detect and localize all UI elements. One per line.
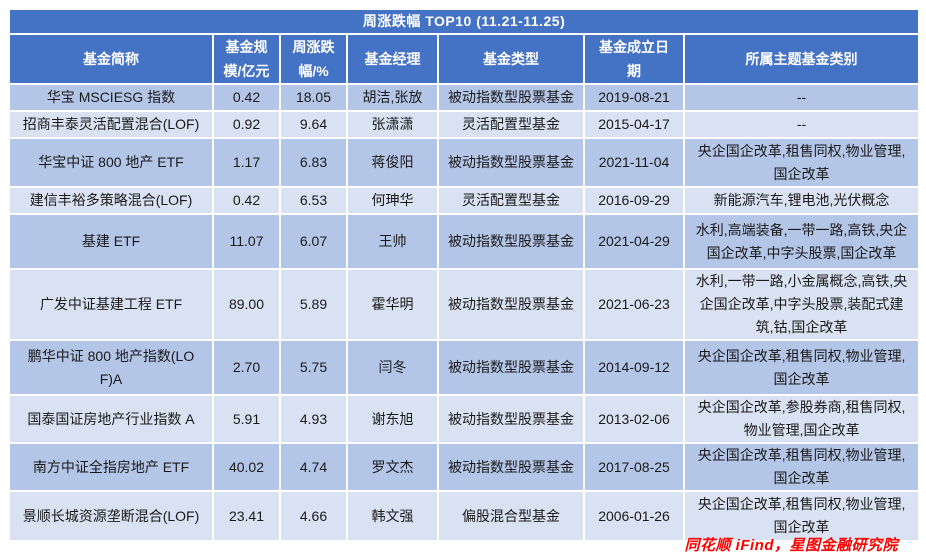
theme-category-cell: 央企国企改革,租售同权,物业管理,国企改革 bbox=[682, 137, 921, 188]
weekly-change-cell: 5.89 bbox=[279, 268, 348, 341]
fund-table: 周涨跌幅 TOP10 (11.21-11.25) 基金简称 基金规模/亿元 周涨… bbox=[7, 8, 921, 542]
fund-type-cell: 灵活配置型基金 bbox=[437, 110, 585, 139]
fund-manager-cell: 蒋俊阳 bbox=[346, 137, 439, 188]
theme-category-cell: -- bbox=[682, 110, 921, 139]
fund-type-cell: 偏股混合型基金 bbox=[437, 490, 585, 542]
table-row: 广发中证基建工程 ETF 89.00 5.89 霍华明 被动指数型股票基金 20… bbox=[8, 268, 921, 341]
fund-manager-cell: 罗文杰 bbox=[346, 442, 439, 492]
inception-date-cell: 2021-04-29 bbox=[583, 213, 685, 270]
theme-category-cell: 央企国企改革,租售同权,物业管理,国企改革 bbox=[682, 442, 921, 492]
fund-name-cell: 基建 ETF bbox=[8, 213, 214, 270]
table-row: 招商丰泰灵活配置混合(LOF) 0.92 9.64 张潇潇 灵活配置型基金 20… bbox=[8, 110, 921, 139]
weekly-change-cell: 18.05 bbox=[279, 83, 348, 112]
weekly-change-cell: 6.83 bbox=[279, 137, 348, 188]
source-attribution: 同花顺 iFind，星图金融研究院 bbox=[684, 537, 898, 554]
theme-category-cell: 央企国企改革,参股券商,租售同权,物业管理,国企改革 bbox=[682, 394, 921, 444]
fund-name-cell: 南方中证全指房地产 ETF bbox=[8, 442, 214, 492]
fund-table-container: 周涨跌幅 TOP10 (11.21-11.25) 基金简称 基金规模/亿元 周涨… bbox=[7, 8, 921, 542]
fund-manager-cell: 霍华明 bbox=[346, 268, 439, 341]
table-title: 周涨跌幅 TOP10 (11.21-11.25) bbox=[7, 8, 921, 35]
theme-category-cell: 央企国企改革,租售同权,物业管理,国企改革 bbox=[682, 490, 921, 542]
theme-category-cell: 央企国企改革,租售同权,物业管理,国企改革 bbox=[682, 339, 921, 396]
fund-manager-cell: 胡洁,张放 bbox=[346, 83, 439, 112]
inception-date-cell: 2021-06-23 bbox=[583, 268, 685, 341]
column-header-fund-scale: 基金规模/亿元 bbox=[212, 33, 281, 85]
fund-name-cell: 景顺长城资源垄断混合(LOF) bbox=[8, 490, 214, 542]
fund-scale-cell: 11.07 bbox=[212, 213, 281, 270]
table-row: 建信丰裕多策略混合(LOF) 0.42 6.53 何珅华 灵活配置型基金 201… bbox=[8, 186, 921, 215]
fund-scale-cell: 0.42 bbox=[212, 83, 281, 112]
fund-type-cell: 被动指数型股票基金 bbox=[437, 213, 585, 270]
column-header-weekly-change: 周涨跌幅/% bbox=[279, 33, 348, 85]
table-title-row: 周涨跌幅 TOP10 (11.21-11.25) bbox=[7, 8, 921, 35]
weekly-change-cell: 4.74 bbox=[279, 442, 348, 492]
fund-name-cell: 华宝中证 800 地产 ETF bbox=[8, 137, 214, 188]
table-header-row: 基金简称 基金规模/亿元 周涨跌幅/% 基金经理 基金类型 基金成立日期 所属主… bbox=[8, 33, 921, 85]
fund-name-cell: 招商丰泰灵活配置混合(LOF) bbox=[8, 110, 214, 139]
inception-date-cell: 2019-08-21 bbox=[583, 83, 685, 112]
table-row: 华宝中证 800 地产 ETF 1.17 6.83 蒋俊阳 被动指数型股票基金 … bbox=[8, 137, 921, 188]
fund-name-cell: 鹏华中证 800 地产指数(LOF)A bbox=[8, 339, 214, 396]
fund-manager-cell: 谢东旭 bbox=[346, 394, 439, 444]
weekly-change-cell: 4.66 bbox=[279, 490, 348, 542]
theme-category-cell: 新能源汽车,锂电池,光伏概念 bbox=[682, 186, 921, 215]
column-header-fund-name: 基金简称 bbox=[8, 33, 214, 85]
fund-manager-cell: 王帅 bbox=[346, 213, 439, 270]
theme-category-cell: -- bbox=[682, 83, 921, 112]
fund-name-cell: 国泰国证房地产行业指数 A bbox=[8, 394, 214, 444]
weekly-change-cell: 4.93 bbox=[279, 394, 348, 444]
theme-category-cell: 水利,一带一路,小金属概念,高铁,央企国企改革,中字头股票,装配式建筑,钴,国企… bbox=[682, 268, 921, 341]
inception-date-cell: 2016-09-29 bbox=[583, 186, 685, 215]
fund-scale-cell: 23.41 bbox=[212, 490, 281, 542]
fund-manager-cell: 张潇潇 bbox=[346, 110, 439, 139]
weekly-change-cell: 6.07 bbox=[279, 213, 348, 270]
fund-scale-cell: 1.17 bbox=[212, 137, 281, 188]
fund-scale-cell: 0.42 bbox=[212, 186, 281, 215]
fund-type-cell: 被动指数型股票基金 bbox=[437, 268, 585, 341]
weekly-change-cell: 5.75 bbox=[279, 339, 348, 396]
inception-date-cell: 2017-08-25 bbox=[583, 442, 685, 492]
table-row: 基建 ETF 11.07 6.07 王帅 被动指数型股票基金 2021-04-2… bbox=[8, 213, 921, 270]
inception-date-cell: 2021-11-04 bbox=[583, 137, 685, 188]
fund-type-cell: 被动指数型股票基金 bbox=[437, 394, 585, 444]
table-row: 华宝 MSCIESG 指数 0.42 18.05 胡洁,张放 被动指数型股票基金… bbox=[8, 83, 921, 112]
weekly-change-cell: 6.53 bbox=[279, 186, 348, 215]
table-row: 鹏华中证 800 地产指数(LOF)A 2.70 5.75 闫冬 被动指数型股票… bbox=[8, 339, 921, 396]
theme-category-cell: 水利,高端装备,一带一路,高铁,央企国企改革,中字头股票,国企改革 bbox=[682, 213, 921, 270]
fund-type-cell: 被动指数型股票基金 bbox=[437, 339, 585, 396]
fund-type-cell: 被动指数型股票基金 bbox=[437, 137, 585, 188]
fund-name-cell: 华宝 MSCIESG 指数 bbox=[8, 83, 214, 112]
fund-type-cell: 被动指数型股票基金 bbox=[437, 83, 585, 112]
column-header-fund-manager: 基金经理 bbox=[346, 33, 439, 85]
column-header-inception-date: 基金成立日期 bbox=[583, 33, 685, 85]
weekly-change-cell: 9.64 bbox=[279, 110, 348, 139]
column-header-fund-type: 基金类型 bbox=[437, 33, 585, 85]
fund-scale-cell: 89.00 bbox=[212, 268, 281, 341]
fund-type-cell: 被动指数型股票基金 bbox=[437, 442, 585, 492]
fund-type-cell: 灵活配置型基金 bbox=[437, 186, 585, 215]
fund-name-cell: 建信丰裕多策略混合(LOF) bbox=[8, 186, 214, 215]
column-header-theme-category: 所属主题基金类别 bbox=[682, 33, 921, 85]
table-row: 国泰国证房地产行业指数 A 5.91 4.93 谢东旭 被动指数型股票基金 20… bbox=[8, 394, 921, 444]
inception-date-cell: 2014-09-12 bbox=[583, 339, 685, 396]
fund-scale-cell: 5.91 bbox=[212, 394, 281, 444]
inception-date-cell: 2013-02-06 bbox=[583, 394, 685, 444]
fund-manager-cell: 韩文强 bbox=[346, 490, 439, 542]
fund-manager-cell: 闫冬 bbox=[346, 339, 439, 396]
fund-name-cell: 广发中证基建工程 ETF bbox=[8, 268, 214, 341]
inception-date-cell: 2015-04-17 bbox=[583, 110, 685, 139]
fund-scale-cell: 0.92 bbox=[212, 110, 281, 139]
fund-manager-cell: 何珅华 bbox=[346, 186, 439, 215]
inception-date-cell: 2006-01-26 bbox=[583, 490, 685, 542]
fund-scale-cell: 40.02 bbox=[212, 442, 281, 492]
table-row: 景顺长城资源垄断混合(LOF) 23.41 4.66 韩文强 偏股混合型基金 2… bbox=[8, 490, 921, 542]
fund-scale-cell: 2.70 bbox=[212, 339, 281, 396]
table-row: 南方中证全指房地产 ETF 40.02 4.74 罗文杰 被动指数型股票基金 2… bbox=[8, 442, 921, 492]
